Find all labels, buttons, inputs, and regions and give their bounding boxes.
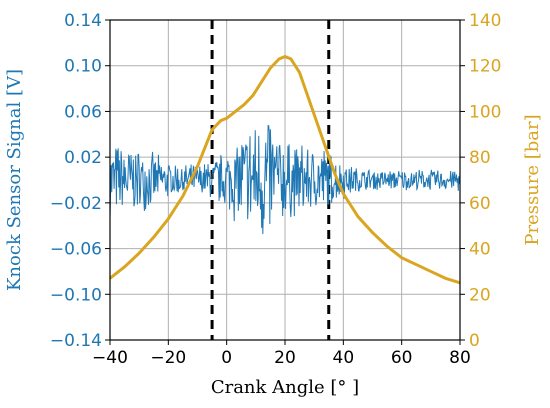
y-right-tick-label: 0 <box>469 331 480 351</box>
y-left-tick-label: −0.10 <box>50 285 102 305</box>
y-right-tick-label: 80 <box>469 148 491 168</box>
pressure-line <box>109 55 461 285</box>
x-axis-ticks: −40 −20 0 20 40 60 80 <box>92 340 471 368</box>
x-tick-label: 60 <box>391 348 413 368</box>
x-tick-label: 0 <box>221 348 232 368</box>
x-tick-label: 20 <box>274 348 296 368</box>
y-left-axis-label: Knock Sensor Signal [V] <box>4 69 25 291</box>
y-left-axis-ticks: −0.14 −0.10 −0.06 −0.02 0.02 0.06 0.10 0.14 <box>50 11 110 351</box>
y-right-tick-label: 60 <box>469 194 491 214</box>
x-tick-label: 40 <box>333 348 355 368</box>
y-left-tick-label: 0.06 <box>64 102 102 122</box>
y-left-tick-label: −0.06 <box>50 240 102 260</box>
y-right-tick-label: 120 <box>469 57 501 77</box>
y-left-tick-label: −0.14 <box>50 331 102 351</box>
y-right-axis-label: Pressure [bar] <box>522 114 543 245</box>
knock-signal-line <box>109 125 461 234</box>
knock-signal-series <box>109 125 461 234</box>
y-left-tick-label: −0.02 <box>50 194 102 214</box>
y-left-tick-label: 0.14 <box>64 11 102 31</box>
y-right-tick-label: 40 <box>469 240 491 260</box>
x-tick-label: −40 <box>92 348 128 368</box>
tdc-markers <box>210 20 331 340</box>
y-right-tick-label: 100 <box>469 102 501 122</box>
y-right-tick-label: 140 <box>469 11 501 31</box>
y-left-tick-label: 0.10 <box>64 57 102 77</box>
x-tick-label: −20 <box>150 348 186 368</box>
y-right-tick-label: 20 <box>469 285 491 305</box>
y-left-tick-label: 0.02 <box>64 148 102 168</box>
x-tick-label: 80 <box>449 348 471 368</box>
pressure-series <box>109 55 461 285</box>
y-right-axis-ticks: 0 20 40 60 80 100 120 140 <box>460 11 501 351</box>
x-axis-label: Crank Angle [° ] <box>211 377 359 398</box>
